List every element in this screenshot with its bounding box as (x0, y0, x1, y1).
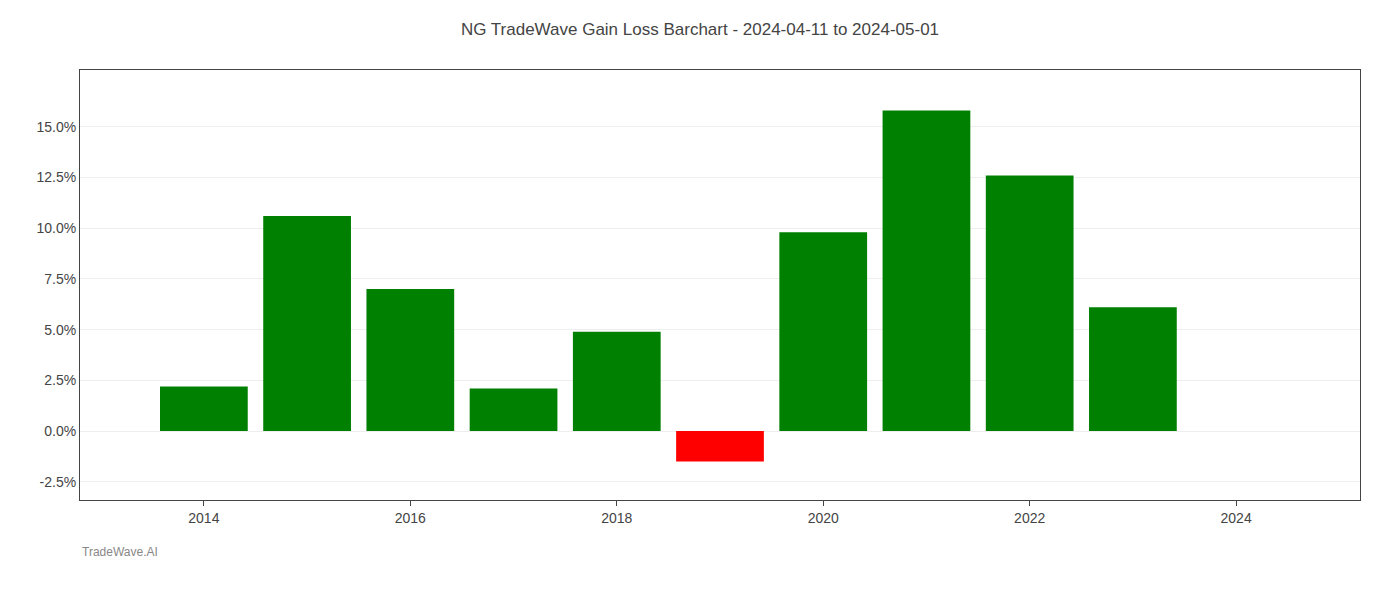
svg-text:2018: 2018 (601, 510, 632, 526)
svg-text:12.5%: 12.5% (36, 169, 76, 185)
svg-text:TradeWave.AI: TradeWave.AI (82, 545, 158, 559)
svg-text:0.0%: 0.0% (44, 423, 76, 439)
svg-text:2020: 2020 (808, 510, 839, 526)
svg-text:10.0%: 10.0% (36, 220, 76, 236)
svg-text:2.5%: 2.5% (44, 372, 76, 388)
svg-text:2022: 2022 (1014, 510, 1045, 526)
svg-text:15.0%: 15.0% (36, 119, 76, 135)
svg-text:2024: 2024 (1221, 510, 1252, 526)
svg-text:-2.5%: -2.5% (40, 474, 77, 490)
svg-text:NG TradeWave Gain Loss Barchar: NG TradeWave Gain Loss Barchart - 2024-0… (461, 20, 939, 39)
svg-text:2016: 2016 (395, 510, 426, 526)
svg-text:5.0%: 5.0% (44, 322, 76, 338)
svg-text:2014: 2014 (188, 510, 219, 526)
svg-text:7.5%: 7.5% (44, 271, 76, 287)
